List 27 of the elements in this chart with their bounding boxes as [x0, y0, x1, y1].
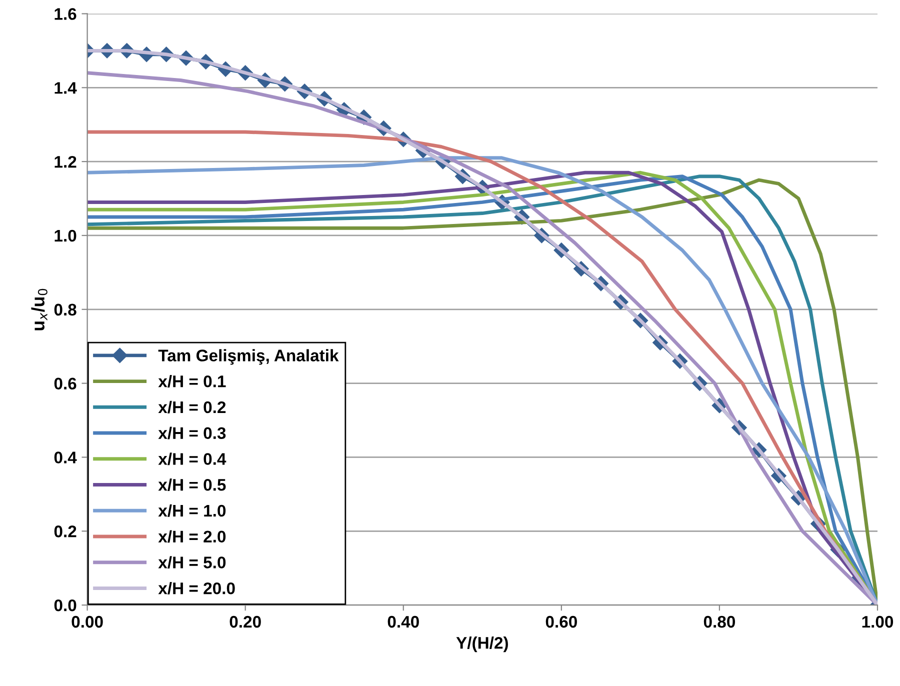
- y-tick-label: 1.4: [54, 82, 77, 94]
- legend-label: x/H = 5.0: [158, 556, 226, 569]
- y-tick-label: 1.2: [54, 156, 76, 168]
- legend-label: x/H = 0.2: [158, 400, 226, 414]
- y-tick-label: 1.0: [54, 230, 76, 242]
- legend-label: x/H = 0.3: [158, 426, 226, 440]
- legend-label: x/H = 2.0: [158, 530, 226, 543]
- legend-label: x/H = 0.1: [158, 375, 226, 388]
- x-tick-label: 0.20: [230, 616, 261, 628]
- y-tick-label: 0.2: [54, 526, 76, 538]
- y-axis-title: u$_{x}$/u$_{0}$: [31, 288, 48, 330]
- legend-label: x/H = 0.4: [158, 452, 226, 466]
- legend-label: x/H = 20.0: [158, 582, 235, 594]
- y-tick-label: 0.6: [54, 378, 76, 390]
- x-axis-title: Y/(H/2): [456, 636, 508, 652]
- y-tick-label: 1.6: [54, 8, 76, 20]
- y-tick-label: 0.0: [54, 599, 76, 612]
- x-tick-label: 1.00: [862, 616, 894, 628]
- x-tick-label: 0.80: [704, 616, 735, 628]
- legend-label: x/H = 1.0: [158, 504, 226, 517]
- legend-label: Tam Gelişmiş, Analatik: [158, 349, 339, 365]
- y-tick-label: 0.8: [54, 304, 76, 316]
- legend-label: x/H = 0.5: [158, 478, 226, 491]
- x-tick-label: 0.60: [546, 616, 577, 628]
- y-tick-label: 0.4: [54, 452, 77, 464]
- x-tick-label: 0.40: [388, 616, 419, 628]
- x-tick-label: 0.00: [72, 616, 103, 628]
